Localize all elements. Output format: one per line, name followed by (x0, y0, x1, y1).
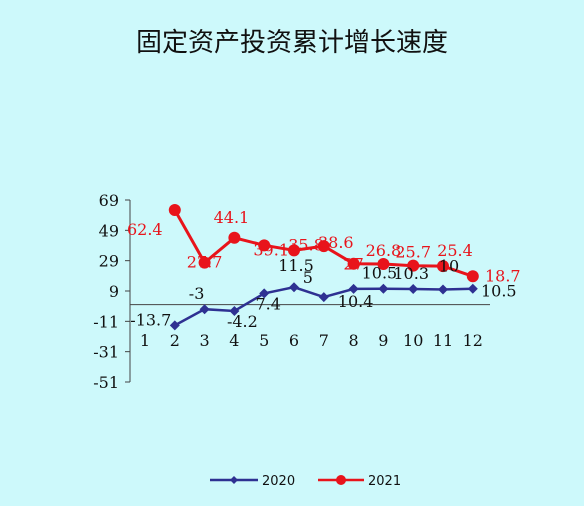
y-tick-label: 49 (99, 221, 119, 240)
x-tick-label: 7 (319, 331, 329, 350)
data-label-2021: 27.7 (187, 253, 223, 272)
data-point-2021 (437, 260, 449, 273)
data-label-2020: 11.5 (278, 256, 314, 275)
data-point-2021 (288, 244, 300, 257)
data-label-2020: 10.5 (362, 264, 398, 283)
data-label-2021: 62.4 (127, 220, 163, 239)
data-point-2021 (317, 240, 330, 253)
x-tick-label: 2 (170, 331, 180, 350)
y-tick-label: -51 (93, 373, 119, 392)
data-point-2021 (198, 256, 211, 269)
x-tick-label: 5 (259, 331, 269, 350)
legend-marker-2020 (230, 476, 238, 484)
data-label-2020: 10.4 (338, 292, 374, 311)
data-label-2021: 25.7 (395, 243, 431, 262)
data-point-2020 (229, 306, 240, 317)
data-point-2021 (228, 231, 241, 244)
x-tick-label: 4 (229, 331, 239, 350)
data-label-2020: 10.5 (481, 282, 517, 301)
data-label-2021: 44.1 (214, 208, 250, 227)
x-tick-label: 12 (463, 331, 483, 350)
data-point-2020 (438, 284, 448, 295)
data-label-2021: 18.7 (485, 266, 521, 285)
data-label-2021: 26.8 (366, 241, 402, 260)
y-tick-label: -11 (93, 312, 119, 331)
data-point-2021 (347, 257, 360, 270)
data-point-2020 (467, 283, 478, 294)
data-point-2020 (169, 320, 180, 331)
data-label-2020: -3 (189, 284, 205, 303)
data-point-2020 (318, 292, 329, 303)
data-label-2020: 5 (303, 268, 313, 287)
legend-marker-2021 (336, 475, 346, 485)
x-tick-label: 3 (200, 331, 210, 350)
x-tick-label: 1 (140, 331, 150, 350)
x-tick-label: 10 (403, 331, 423, 350)
data-label-2021: 25.4 (437, 241, 473, 260)
data-label-2020: -13.7 (130, 310, 171, 329)
data-point-2021 (466, 270, 479, 283)
y-tick-label: -31 (93, 343, 119, 362)
data-point-2020 (199, 304, 210, 315)
data-label-2021: 38.6 (318, 233, 354, 252)
data-label-2021: 39.1 (253, 240, 289, 259)
data-label-2020: -4.2 (227, 312, 258, 331)
x-tick-label: 8 (349, 331, 359, 350)
y-tick-label: 69 (99, 191, 119, 210)
data-label-2021: 35.8 (288, 235, 324, 254)
data-label-2020: 10 (439, 256, 459, 275)
data-point-2020 (259, 288, 270, 299)
data-point-2020 (348, 283, 359, 294)
x-tick-label: 6 (289, 331, 299, 350)
data-point-2021 (168, 204, 181, 217)
data-label-2020: 10.3 (393, 264, 429, 283)
y-tick-label: 29 (99, 252, 119, 271)
data-point-2020 (408, 284, 419, 295)
legend-label-2021: 2021 (368, 474, 401, 489)
data-point-2020 (378, 283, 389, 294)
legend-label-2020: 2020 (262, 474, 295, 489)
data-point-2021 (258, 239, 271, 252)
y-tick-label: 9 (109, 282, 119, 301)
chart-title: 固定资产投资累计增长速度 (135, 28, 448, 58)
data-label-2021: 27 (343, 255, 363, 274)
data-label-2020: 7.4 (255, 294, 280, 313)
data-point-2021 (407, 259, 420, 272)
data-point-2021 (377, 258, 390, 271)
data-point-2020 (289, 282, 299, 293)
x-tick-label: 11 (433, 331, 453, 350)
x-tick-label: 9 (378, 331, 388, 350)
